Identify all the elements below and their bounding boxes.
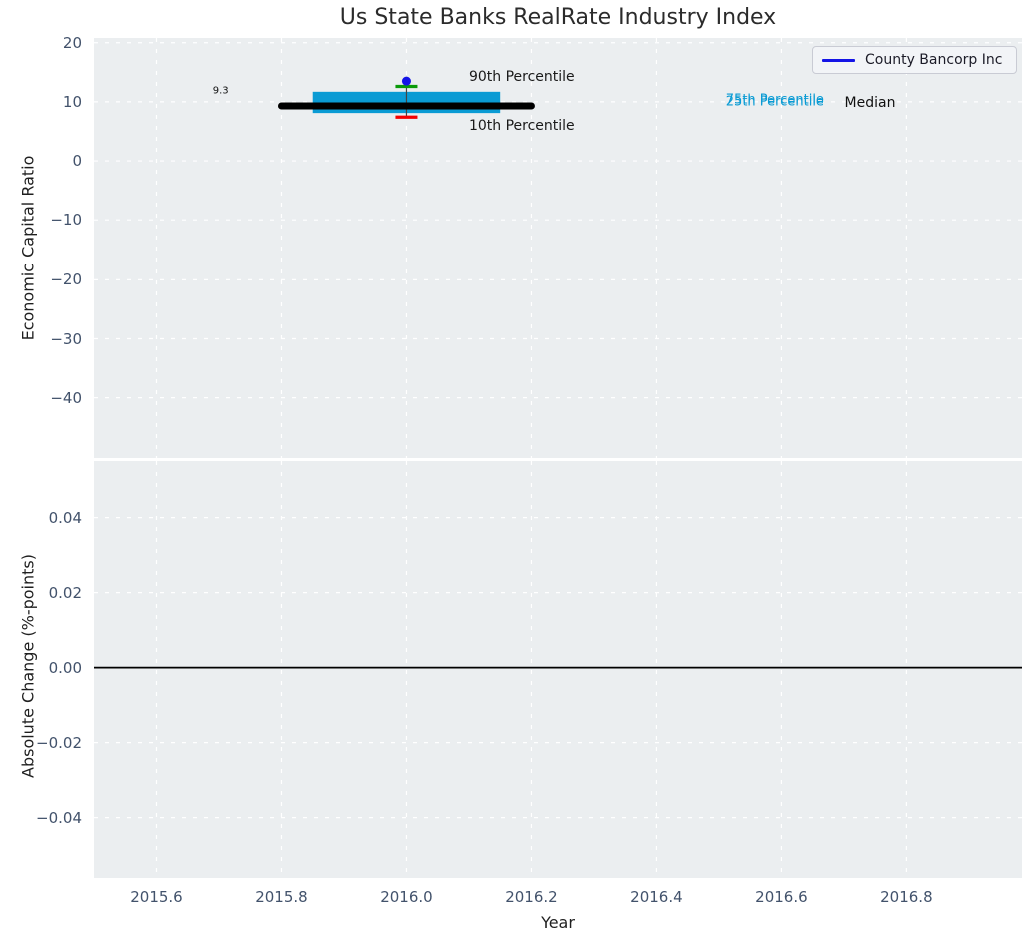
y-tick-label: 0.04 (48, 508, 82, 527)
y-tick-label: 10 (62, 92, 82, 111)
y-tick-label: −30 (50, 329, 82, 348)
x-tick-label: 2016.0 (380, 888, 433, 906)
top-plot-area (94, 38, 1022, 458)
y-tick-label: 0.00 (48, 658, 82, 677)
legend: County Bancorp Inc (812, 46, 1017, 74)
y-axis-label-top: Economic Capital Ratio (18, 155, 38, 341)
x-tick-label: 2015.6 (130, 888, 183, 906)
y-tick-label: 0.02 (48, 583, 82, 602)
x-tick-label: 2016.8 (880, 888, 933, 906)
annotation-90th-percentile: 90th Percentile (468, 69, 575, 86)
y-tick-label: −10 (50, 211, 82, 230)
legend-line-swatch (822, 58, 855, 62)
annotation-10th-percentile: 10th Percentile (468, 117, 575, 134)
x-tick-label: 2016.4 (630, 888, 683, 906)
y-tick-label: −40 (50, 388, 82, 407)
x-axis-label: Year (541, 913, 575, 932)
bottom-plot-area (94, 461, 1022, 878)
chart-title: Us State Banks RealRate Industry Index (339, 5, 777, 30)
x-tick-label: 2016.6 (755, 888, 808, 906)
annotation-25th-percentile: 25th Percentile (725, 94, 824, 110)
y-tick-label: −0.02 (36, 733, 82, 752)
y-tick-label: 0 (72, 152, 82, 171)
x-tick-label: 2015.8 (255, 888, 308, 906)
y-tick-label: −0.04 (36, 808, 82, 827)
annotation-9-3: 9.3 (212, 85, 229, 97)
x-tick-label: 2016.2 (505, 888, 558, 906)
y-tick-label: −20 (50, 270, 82, 289)
annotation-median: Median (844, 94, 896, 111)
annotation-75th-percentile: 75th Percentile (725, 92, 824, 108)
y-tick-label: 20 (62, 33, 82, 52)
legend-label: County Bancorp Inc (865, 52, 1003, 68)
